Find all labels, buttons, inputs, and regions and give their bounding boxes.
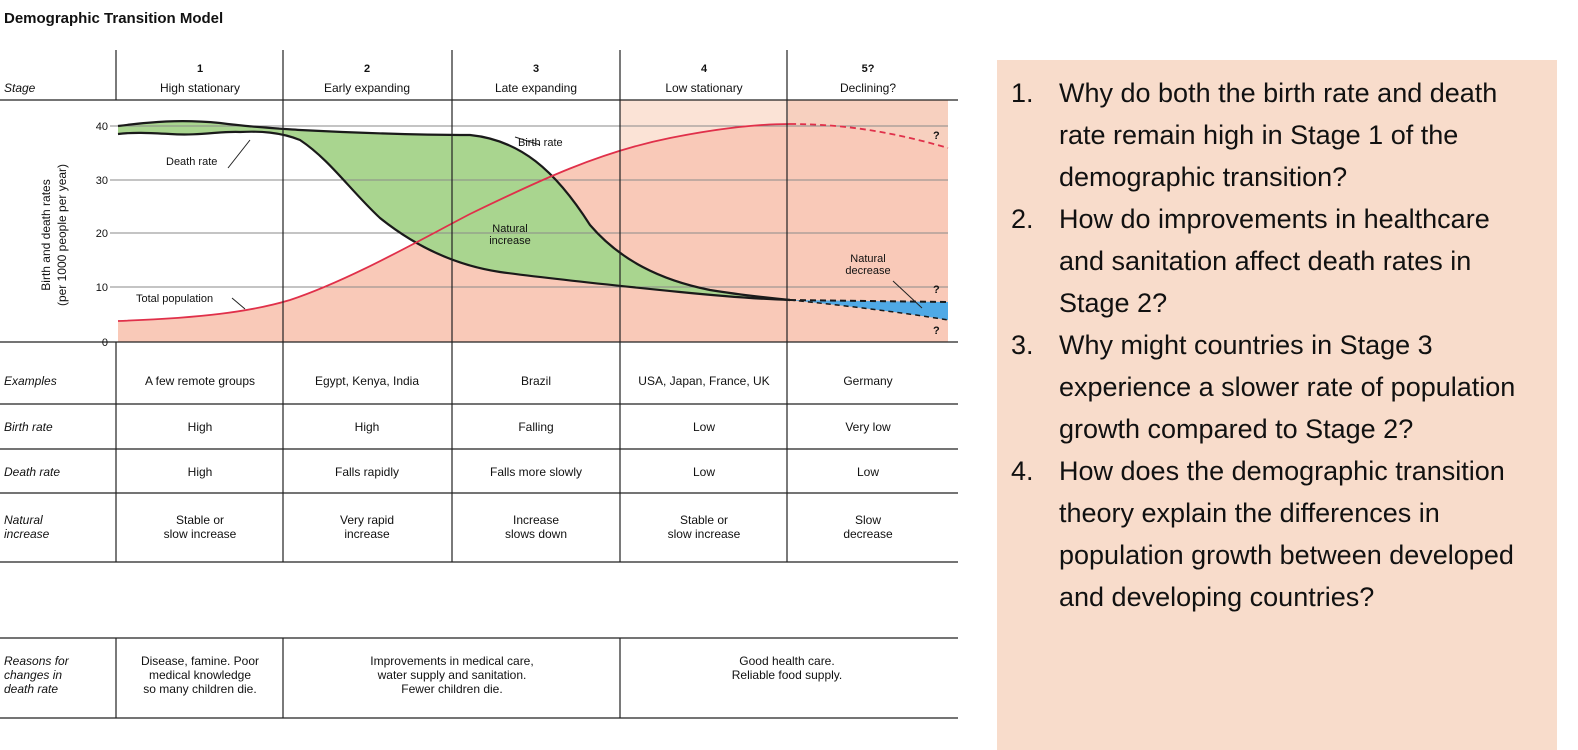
examples-stage-3: Brazil bbox=[521, 374, 551, 388]
death-rate-pointer bbox=[227, 139, 251, 169]
birth-rate-label: Birth rate bbox=[518, 137, 563, 149]
question-text: How do improvements in healthcare and sa… bbox=[1059, 204, 1490, 318]
table-grid bbox=[0, 50, 958, 719]
natural-increase-row-label-1: Natural bbox=[4, 513, 43, 527]
question-item: 1. Why do both the birth rate and death r… bbox=[997, 72, 1539, 198]
reasons-stage-2-3-line1: Improvements in medical care, bbox=[370, 654, 533, 668]
y-axis-label-line2: (per 1000 people per year) bbox=[55, 164, 69, 306]
y-axis-label-line1: Birth and death rates bbox=[39, 179, 53, 290]
natural-decrease-label-1: Natural bbox=[850, 253, 885, 265]
stage-3-number: 3 bbox=[533, 63, 539, 75]
examples-stage-2: Egypt, Kenya, India bbox=[315, 374, 419, 388]
death-rate-stage-5: Low bbox=[857, 465, 879, 479]
natural-increase-stage-3-line1: Increase bbox=[513, 513, 559, 527]
examples-stage-5: Germany bbox=[843, 374, 892, 388]
natural-increase-stage-5-line2: decrease bbox=[843, 527, 893, 541]
population-projection-line bbox=[789, 123, 949, 149]
natural-increase-label-1: Natural bbox=[492, 223, 527, 235]
natural-increase-stage-5-line1: Slow bbox=[855, 513, 881, 527]
examples-stage-1: A few remote groups bbox=[145, 374, 255, 388]
natural-increase-label-2: increase bbox=[489, 235, 531, 247]
question-item: 2. How do improvements in healthcare and … bbox=[997, 198, 1539, 324]
reasons-stage-4-5-line1: Good health care. bbox=[739, 654, 834, 668]
reasons-label-3: death rate bbox=[4, 682, 58, 696]
examples-label: Examples bbox=[4, 374, 57, 388]
y-tick-30: 30 bbox=[96, 175, 108, 187]
death-rate-row-label: Death rate bbox=[4, 465, 60, 479]
stage-5-name: Declining? bbox=[840, 81, 896, 95]
stage-2-name: Early expanding bbox=[324, 81, 410, 95]
question-number: 1. bbox=[1011, 78, 1034, 108]
reasons-stage-1-line1: Disease, famine. Poor bbox=[141, 654, 259, 668]
birth-rate-question-mark: ? bbox=[933, 284, 940, 296]
natural-decrease-pointer bbox=[892, 280, 923, 309]
stage-4-number: 4 bbox=[701, 63, 708, 75]
reasons-stage-1-line3: so many children die. bbox=[143, 682, 256, 696]
questions-list: 1. Why do both the birth rate and death r… bbox=[997, 72, 1539, 618]
total-population-label: Total population bbox=[136, 293, 213, 305]
stage-3-name: Late expanding bbox=[495, 81, 577, 95]
y-tick-40: 40 bbox=[96, 121, 108, 133]
examples-stage-4: USA, Japan, France, UK bbox=[638, 374, 769, 388]
birth-rate-stage-4: Low bbox=[693, 420, 715, 434]
question-item: 4. How does the demographic transition th… bbox=[997, 450, 1539, 618]
reasons-stage-2-3-line3: Fewer children die. bbox=[401, 682, 502, 696]
birth-rate-stage-3: Falling bbox=[518, 420, 553, 434]
birth-rate-line bbox=[117, 120, 791, 302]
questions-panel: 1. Why do both the birth rate and death r… bbox=[997, 60, 1557, 750]
birth-rate-row-label: Birth rate bbox=[4, 420, 53, 434]
question-number: 3. bbox=[1011, 330, 1034, 360]
birth-rate-stage-5: Very low bbox=[845, 420, 891, 434]
question-text: How does the demographic transition theo… bbox=[1059, 456, 1514, 612]
natural-increase-stage-1-line2: slow increase bbox=[164, 527, 237, 541]
death-rate-label: Death rate bbox=[166, 156, 217, 168]
birth-rate-stage-1: High bbox=[188, 420, 213, 434]
reasons-label-1: Reasons for bbox=[4, 654, 70, 668]
natural-increase-stage-4-line2: slow increase bbox=[668, 527, 741, 541]
death-rate-stage-2: Falls rapidly bbox=[335, 465, 399, 479]
birth-rate-projection-line bbox=[789, 299, 949, 303]
natural-increase-stage-1-line1: Stable or bbox=[176, 513, 224, 527]
reasons-stage-2-3-line2: water supply and sanitation. bbox=[377, 668, 527, 682]
stage-5-number: 5? bbox=[862, 63, 875, 75]
death-rate-stage-4: Low bbox=[693, 465, 715, 479]
stage-1-name: High stationary bbox=[160, 81, 240, 95]
birth-rate-pointer bbox=[514, 136, 541, 146]
question-number: 4. bbox=[1011, 456, 1034, 486]
question-item: 3. Why might countries in Stage 3 experie… bbox=[997, 324, 1539, 450]
reasons-stage-1-line2: medical knowledge bbox=[149, 668, 251, 682]
natural-decrease-label-2: decrease bbox=[845, 265, 890, 277]
reasons-label-2: changes in bbox=[4, 668, 62, 682]
death-rate-line bbox=[117, 130, 791, 302]
question-text: Why might countries in Stage 3 experienc… bbox=[1059, 330, 1516, 444]
y-tick-20: 20 bbox=[96, 228, 108, 240]
population-question-mark: ? bbox=[933, 130, 940, 142]
stage-1-number: 1 bbox=[197, 63, 203, 75]
y-tick-0: 0 bbox=[102, 337, 108, 349]
natural-increase-stage-2-line1: Very rapid bbox=[340, 513, 394, 527]
reasons-stage-4-5-line2: Reliable food supply. bbox=[732, 668, 843, 682]
death-rate-stage-1: High bbox=[188, 465, 213, 479]
death-rate-question-mark: ? bbox=[933, 325, 940, 337]
natural-decrease-area bbox=[790, 300, 948, 320]
stage-2-number: 2 bbox=[364, 63, 370, 75]
stage-label: Stage bbox=[4, 81, 36, 95]
question-number: 2. bbox=[1011, 204, 1034, 234]
natural-increase-stage-4-line1: Stable or bbox=[680, 513, 728, 527]
birth-rate-stage-2: High bbox=[355, 420, 380, 434]
population-line bbox=[117, 123, 791, 322]
natural-increase-stage-2-line2: increase bbox=[344, 527, 390, 541]
death-rate-stage-3: Falls more slowly bbox=[490, 465, 582, 479]
stage-4-name: Low stationary bbox=[665, 81, 742, 95]
natural-increase-stage-3-line2: slows down bbox=[505, 527, 567, 541]
natural-increase-row-label-2: increase bbox=[4, 527, 50, 541]
page-title: Demographic Transition Model bbox=[4, 10, 224, 27]
y-tick-10: 10 bbox=[96, 282, 108, 294]
question-text: Why do both the birth rate and death rat… bbox=[1059, 78, 1498, 192]
total-population-pointer bbox=[231, 297, 246, 310]
